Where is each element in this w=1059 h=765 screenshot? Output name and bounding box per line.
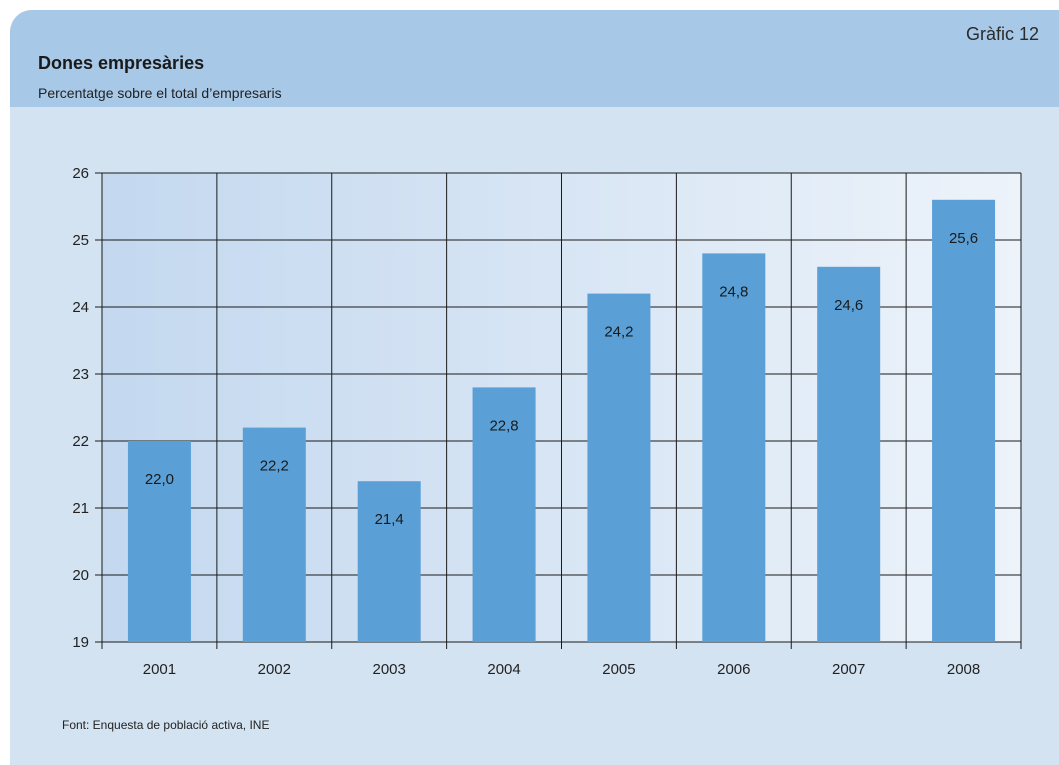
x-tick-label: 2001 (143, 661, 176, 678)
bar-2004 (472, 387, 536, 642)
bar-2006 (702, 253, 766, 642)
x-tick-label: 2005 (602, 661, 635, 678)
source-note: Font: Enquesta de població activa, INE (62, 718, 270, 732)
y-tick-label: 25 (72, 232, 89, 249)
graphic-number: Gràfic 12 (965, 24, 1039, 44)
y-tick-label: 20 (72, 567, 89, 584)
bars (127, 199, 996, 643)
bar-2003 (357, 481, 421, 642)
x-tick-label: 2003 (373, 661, 406, 678)
x-tick-label: 2006 (717, 661, 750, 678)
bar-2008 (932, 199, 996, 643)
y-tick-label: 24 (72, 299, 89, 316)
x-tick-label: 2004 (487, 661, 520, 678)
bar-value-label: 21,4 (375, 511, 404, 528)
y-tick-label: 22 (72, 433, 89, 450)
bar-labels: 22,0 22,2 21,4 22,8 24,2 24,8 24,6 25,6 (145, 230, 978, 528)
axes: 19 20 21 22 23 24 25 26 2001 2002 2003 2004 2005 2006… (72, 165, 1022, 678)
bar-2002 (242, 427, 306, 642)
bar-value-label: 22,2 (260, 458, 289, 475)
y-tick-label: 26 (72, 165, 89, 182)
x-tick-label: 2008 (947, 661, 980, 678)
bar-2005 (587, 293, 651, 642)
bar-value-label: 24,8 (719, 283, 748, 300)
bar-value-label: 24,6 (834, 297, 863, 314)
chart-title: Dones empresàries (38, 53, 205, 73)
bar-2001 (127, 441, 191, 642)
header-band: Gràfic 12 Dones empresàries Percentatge … (10, 10, 1059, 107)
chart-subtitle: Percentatge sobre el total d’empresaris (38, 85, 282, 101)
y-tick-label: 19 (72, 634, 89, 651)
y-tick-label: 21 (72, 500, 89, 517)
bar-value-label: 22,8 (489, 417, 518, 434)
bar-2007 (817, 266, 881, 642)
bar-value-label: 25,6 (949, 230, 978, 247)
x-tick-label: 2007 (832, 661, 865, 678)
x-tick-label: 2002 (258, 661, 291, 678)
bar-value-label: 24,2 (604, 324, 633, 341)
y-tick-label: 23 (72, 366, 89, 383)
bar-value-label: 22,0 (145, 471, 174, 488)
